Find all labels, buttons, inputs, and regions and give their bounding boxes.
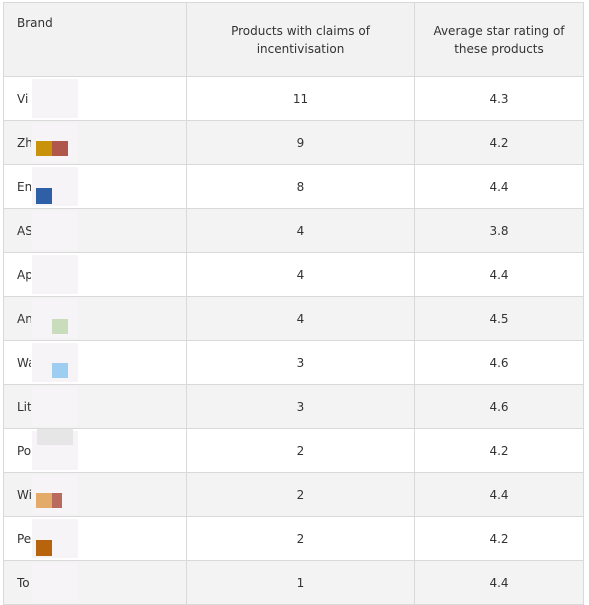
rating-cell: 4.6 xyxy=(414,384,584,429)
redaction-mask xyxy=(32,211,78,250)
brand-cell: To xyxy=(3,560,187,605)
brand-cell: Pe xyxy=(3,516,187,561)
redaction-blob xyxy=(52,363,68,378)
brand-name: Vi xyxy=(17,91,29,106)
rating-cell: 4.4 xyxy=(414,252,584,297)
rating-cell: 4.6 xyxy=(414,340,584,385)
table-row: Ap 4 4.4 xyxy=(3,252,584,297)
brand-name: To xyxy=(17,575,30,590)
brand-cell: En xyxy=(3,164,187,209)
incentivisation-table: Brand Products with claims of incentivis… xyxy=(3,2,584,605)
products-cell: 11 xyxy=(186,76,415,121)
table-row: Ank 44.5 xyxy=(3,296,584,341)
table-row: Pe 2 4.2 xyxy=(3,516,584,561)
products-cell: 3 xyxy=(186,340,415,385)
redaction-blob xyxy=(36,493,52,508)
redaction-blob xyxy=(36,141,52,156)
brand-name: ASV xyxy=(17,223,31,238)
brand-cell: Ap xyxy=(3,252,187,297)
products-cell: 8 xyxy=(186,164,415,209)
rating-cell: 4.4 xyxy=(414,560,584,605)
redaction-blob xyxy=(52,319,68,334)
brand-name: Ank xyxy=(17,311,31,326)
brand-cell: Litt xyxy=(3,384,187,429)
products-cell: 4 xyxy=(186,252,415,297)
redaction-mask xyxy=(32,255,78,294)
brand-name: Ap xyxy=(17,267,31,282)
table-row: ASV 43.8 xyxy=(3,208,584,253)
rating-column-header: Average star rating of these products xyxy=(414,2,584,77)
brand-name: Pe xyxy=(17,531,31,546)
brand-name: Wi xyxy=(17,487,31,502)
products-cell: 9 xyxy=(186,120,415,165)
products-cell: 2 xyxy=(186,428,415,473)
rating-cell: 4.3 xyxy=(414,76,584,121)
brand-name: En xyxy=(17,179,31,194)
table-header-row: Brand Products with claims of incentivis… xyxy=(3,2,584,77)
brand-cell: Vi xyxy=(3,76,187,121)
rating-cell: 4.2 xyxy=(414,516,584,561)
products-cell: 2 xyxy=(186,516,415,561)
rating-cell: 3.8 xyxy=(414,208,584,253)
redaction-blob xyxy=(36,540,52,556)
rating-cell: 4.2 xyxy=(414,120,584,165)
brand-cell: Zh xyxy=(3,120,187,165)
table-row: Zh 9 4.2 xyxy=(3,120,584,165)
products-cell: 4 xyxy=(186,296,415,341)
brand-cell: Wa xyxy=(3,340,187,385)
redaction-mask xyxy=(32,79,78,118)
brand-cell: ASV xyxy=(3,208,187,253)
redaction-blob xyxy=(37,429,73,445)
rating-cell: 4.4 xyxy=(414,164,584,209)
products-cell: 3 xyxy=(186,384,415,429)
table-row: Litt 34.6 xyxy=(3,384,584,429)
brand-name: Po xyxy=(17,443,31,458)
table-row: Vi 11 4.3 xyxy=(3,76,584,121)
brand-name: Wa xyxy=(17,355,31,370)
products-cell: 1 xyxy=(186,560,415,605)
redaction-blob xyxy=(36,188,52,204)
brand-name: Zh xyxy=(17,135,31,150)
brand-cell: Wi xyxy=(3,472,187,517)
table-row: En 8 4.4 xyxy=(3,164,584,209)
rating-cell: 4.5 xyxy=(414,296,584,341)
table-row: Wa 34.6 xyxy=(3,340,584,385)
table-row: Wi 2 4.4 xyxy=(3,472,584,517)
table-row: To 1 4.4 xyxy=(3,560,584,605)
rating-cell: 4.4 xyxy=(414,472,584,517)
brand-cell: Ank xyxy=(3,296,187,341)
products-cell: 2 xyxy=(186,472,415,517)
table-row: Po 2 4.2 xyxy=(3,428,584,473)
redaction-blob xyxy=(52,141,68,156)
rating-cell: 4.2 xyxy=(414,428,584,473)
products-cell: 4 xyxy=(186,208,415,253)
brand-column-header: Brand xyxy=(3,2,187,77)
redaction-mask xyxy=(32,563,78,602)
brand-name: Litt xyxy=(17,399,31,414)
redaction-mask xyxy=(32,387,78,426)
products-column-header: Products with claims of incentivisation xyxy=(186,2,415,77)
brand-cell: Po xyxy=(3,428,187,473)
redaction-blob xyxy=(52,493,62,508)
